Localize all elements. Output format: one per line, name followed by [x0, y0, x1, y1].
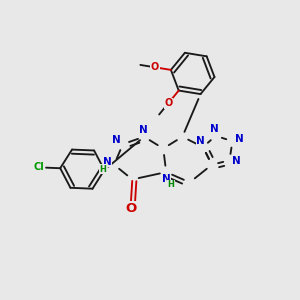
- Text: O: O: [151, 62, 159, 72]
- Text: N: N: [162, 174, 171, 184]
- Text: Cl: Cl: [33, 162, 44, 172]
- Text: N: N: [232, 156, 240, 166]
- Text: O: O: [164, 98, 172, 108]
- Text: O: O: [125, 202, 136, 215]
- Text: N: N: [196, 136, 205, 146]
- Text: N: N: [235, 134, 243, 144]
- Text: N: N: [112, 135, 121, 145]
- Text: N: N: [139, 125, 148, 135]
- Text: H: H: [100, 165, 106, 174]
- Text: H: H: [167, 180, 174, 189]
- Text: N: N: [210, 124, 219, 134]
- Text: N: N: [103, 157, 112, 167]
